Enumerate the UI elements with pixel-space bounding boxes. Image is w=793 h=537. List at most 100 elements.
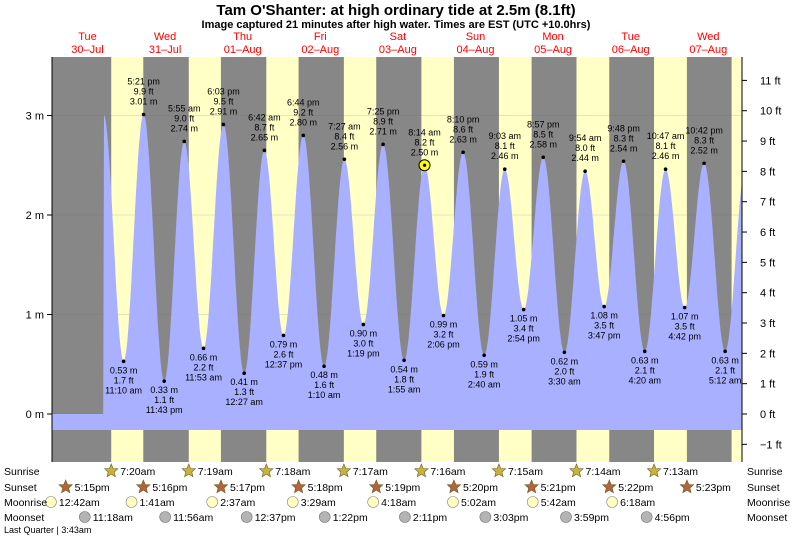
tide-label-high: 8:10 pm (447, 114, 480, 124)
left-tick-label: 1 m (26, 310, 44, 322)
tide-label-low: 0.62 m (551, 356, 579, 366)
right-tick-label: 7 ft (760, 197, 775, 209)
moonset-icon (318, 511, 331, 523)
right-tick-label: 6 ft (760, 227, 775, 239)
tide-point-11 (342, 157, 347, 162)
sunrise-time: 7:13am (663, 466, 698, 478)
tide-label-high: 6:44 pm (287, 97, 320, 107)
tide-point-25 (621, 159, 626, 164)
tide-point-23 (583, 169, 587, 174)
moonset-time: 1:22pm (333, 512, 368, 524)
moonset-time: 3:59pm (574, 512, 609, 524)
tide-label-high: 2.91 m (210, 106, 238, 116)
left-tick-label: 3 m (26, 111, 44, 123)
tide-label-high: 9.5 ft (213, 96, 234, 106)
day-name-3: Fri (314, 31, 327, 43)
sunrise-time: 7:16am (430, 466, 465, 478)
sunrise-time: 7:17am (353, 466, 388, 478)
tide-label-high: 7:27 am (328, 121, 361, 131)
tide-point-1 (141, 112, 146, 117)
tide-label-low: 0.63 m (631, 355, 659, 365)
right-tick-label: −1 ft (760, 439, 782, 451)
moonset-time: 12:37pm (255, 512, 296, 524)
moonset-icon (640, 511, 653, 523)
tide-label-low: 0.54 m (390, 364, 418, 374)
moonrise-icon (206, 496, 218, 508)
tide-point-19 (502, 167, 507, 172)
day-date-8: 07–Aug (689, 44, 727, 56)
sunset-star (368, 479, 384, 494)
sunset-star (213, 479, 229, 494)
tide-label-high: 8:57 pm (527, 119, 560, 129)
tide-label-low: 2:54 pm (507, 334, 540, 344)
tide-label-high: 2.52 m (690, 145, 718, 155)
chart-title: Tam O'Shanter: at high ordinary tide at … (216, 2, 575, 19)
right-tick-label: 9 ft (760, 136, 775, 148)
tide-point-5 (221, 122, 226, 127)
sunset-star (135, 479, 151, 494)
tide-label-high: 8.6 ft (453, 124, 474, 134)
tide-label-high: 2.56 m (331, 141, 359, 151)
tide-label-low: 1.7 ft (114, 375, 135, 385)
sunset-time: 5:16pm (152, 482, 187, 494)
tide-label-high: 2.74 m (170, 123, 198, 133)
tide-label-low: 4:42 pm (668, 332, 701, 342)
moonset-time: 3:03pm (493, 512, 528, 524)
chart-subtitle: Image captured 21 minutes after high wat… (202, 19, 591, 31)
tide-label-high: 8.5 ft (533, 129, 554, 139)
sunset-star (524, 479, 540, 494)
tide-label-low: 1.07 m (671, 312, 699, 322)
sunrise-time: 7:19am (198, 466, 233, 478)
tide-label-low: 3:47 pm (588, 331, 621, 341)
tide-point-27 (663, 167, 668, 172)
tide-point-22 (562, 350, 567, 355)
sunset-time: 5:17pm (230, 482, 265, 494)
tide-label-high: 2.46 m (652, 151, 680, 161)
day-date-0: 30–Jul (71, 44, 103, 56)
moonrise-time: 5:02am (461, 497, 496, 509)
moonrise-time: 4:18am (381, 497, 416, 509)
day-name-5: Sun (466, 31, 486, 43)
tide-label-high: 9:48 pm (607, 123, 640, 133)
right-tick-label: 1 ft (760, 379, 775, 391)
tide-label-low: 3.5 ft (675, 322, 696, 332)
tide-point-0 (121, 359, 126, 364)
sunset-time: 5:22pm (618, 482, 653, 494)
tide-point-13 (381, 142, 385, 147)
day-name-7: Tue (621, 31, 640, 43)
moonset-icon (240, 511, 253, 523)
tide-series (52, 114, 742, 430)
tide-point-17 (461, 150, 465, 155)
tide-label-high: 2.46 m (491, 151, 519, 161)
tide-label-high: 8.1 ft (656, 141, 677, 151)
day-date-3: 02–Aug (301, 44, 339, 56)
tide-label-low: 0.63 m (711, 355, 739, 365)
tide-label-low: 5:12 am (709, 375, 742, 385)
tide-point-10 (322, 364, 326, 369)
tide-point-8 (281, 333, 286, 338)
right-tick-label: 2 ft (760, 348, 775, 360)
tide-label-low: 1.05 m (510, 314, 538, 324)
tide-label-high: 5:55 am (168, 103, 201, 113)
moonrise-time: 12:42am (59, 497, 100, 509)
tide-label-high: 8.3 ft (614, 133, 635, 143)
tide-point-16 (441, 313, 446, 318)
tide-label-low: 2.1 ft (635, 365, 656, 375)
tide-label-high: 8.0 ft (575, 143, 596, 153)
tide-label-high: 6:03 pm (207, 86, 240, 96)
sunrise-star (103, 463, 119, 478)
tide-label-high: 9:54 am (569, 133, 602, 143)
moonset-time: 11:18am (93, 512, 133, 524)
moonrise-icon (125, 496, 138, 508)
sunrise-time: 7:18am (275, 466, 310, 478)
tide-point-18 (482, 353, 486, 358)
sunrise-star (258, 463, 274, 478)
tide-label-low: 1.08 m (590, 311, 618, 321)
right-tick-label: 10 ft (760, 106, 781, 118)
tide-label-low: 0.90 m (350, 328, 378, 338)
tide-label-high: 9.9 ft (134, 87, 155, 97)
day-name-8: Wed (697, 31, 719, 43)
moonrise-icon (606, 496, 618, 508)
